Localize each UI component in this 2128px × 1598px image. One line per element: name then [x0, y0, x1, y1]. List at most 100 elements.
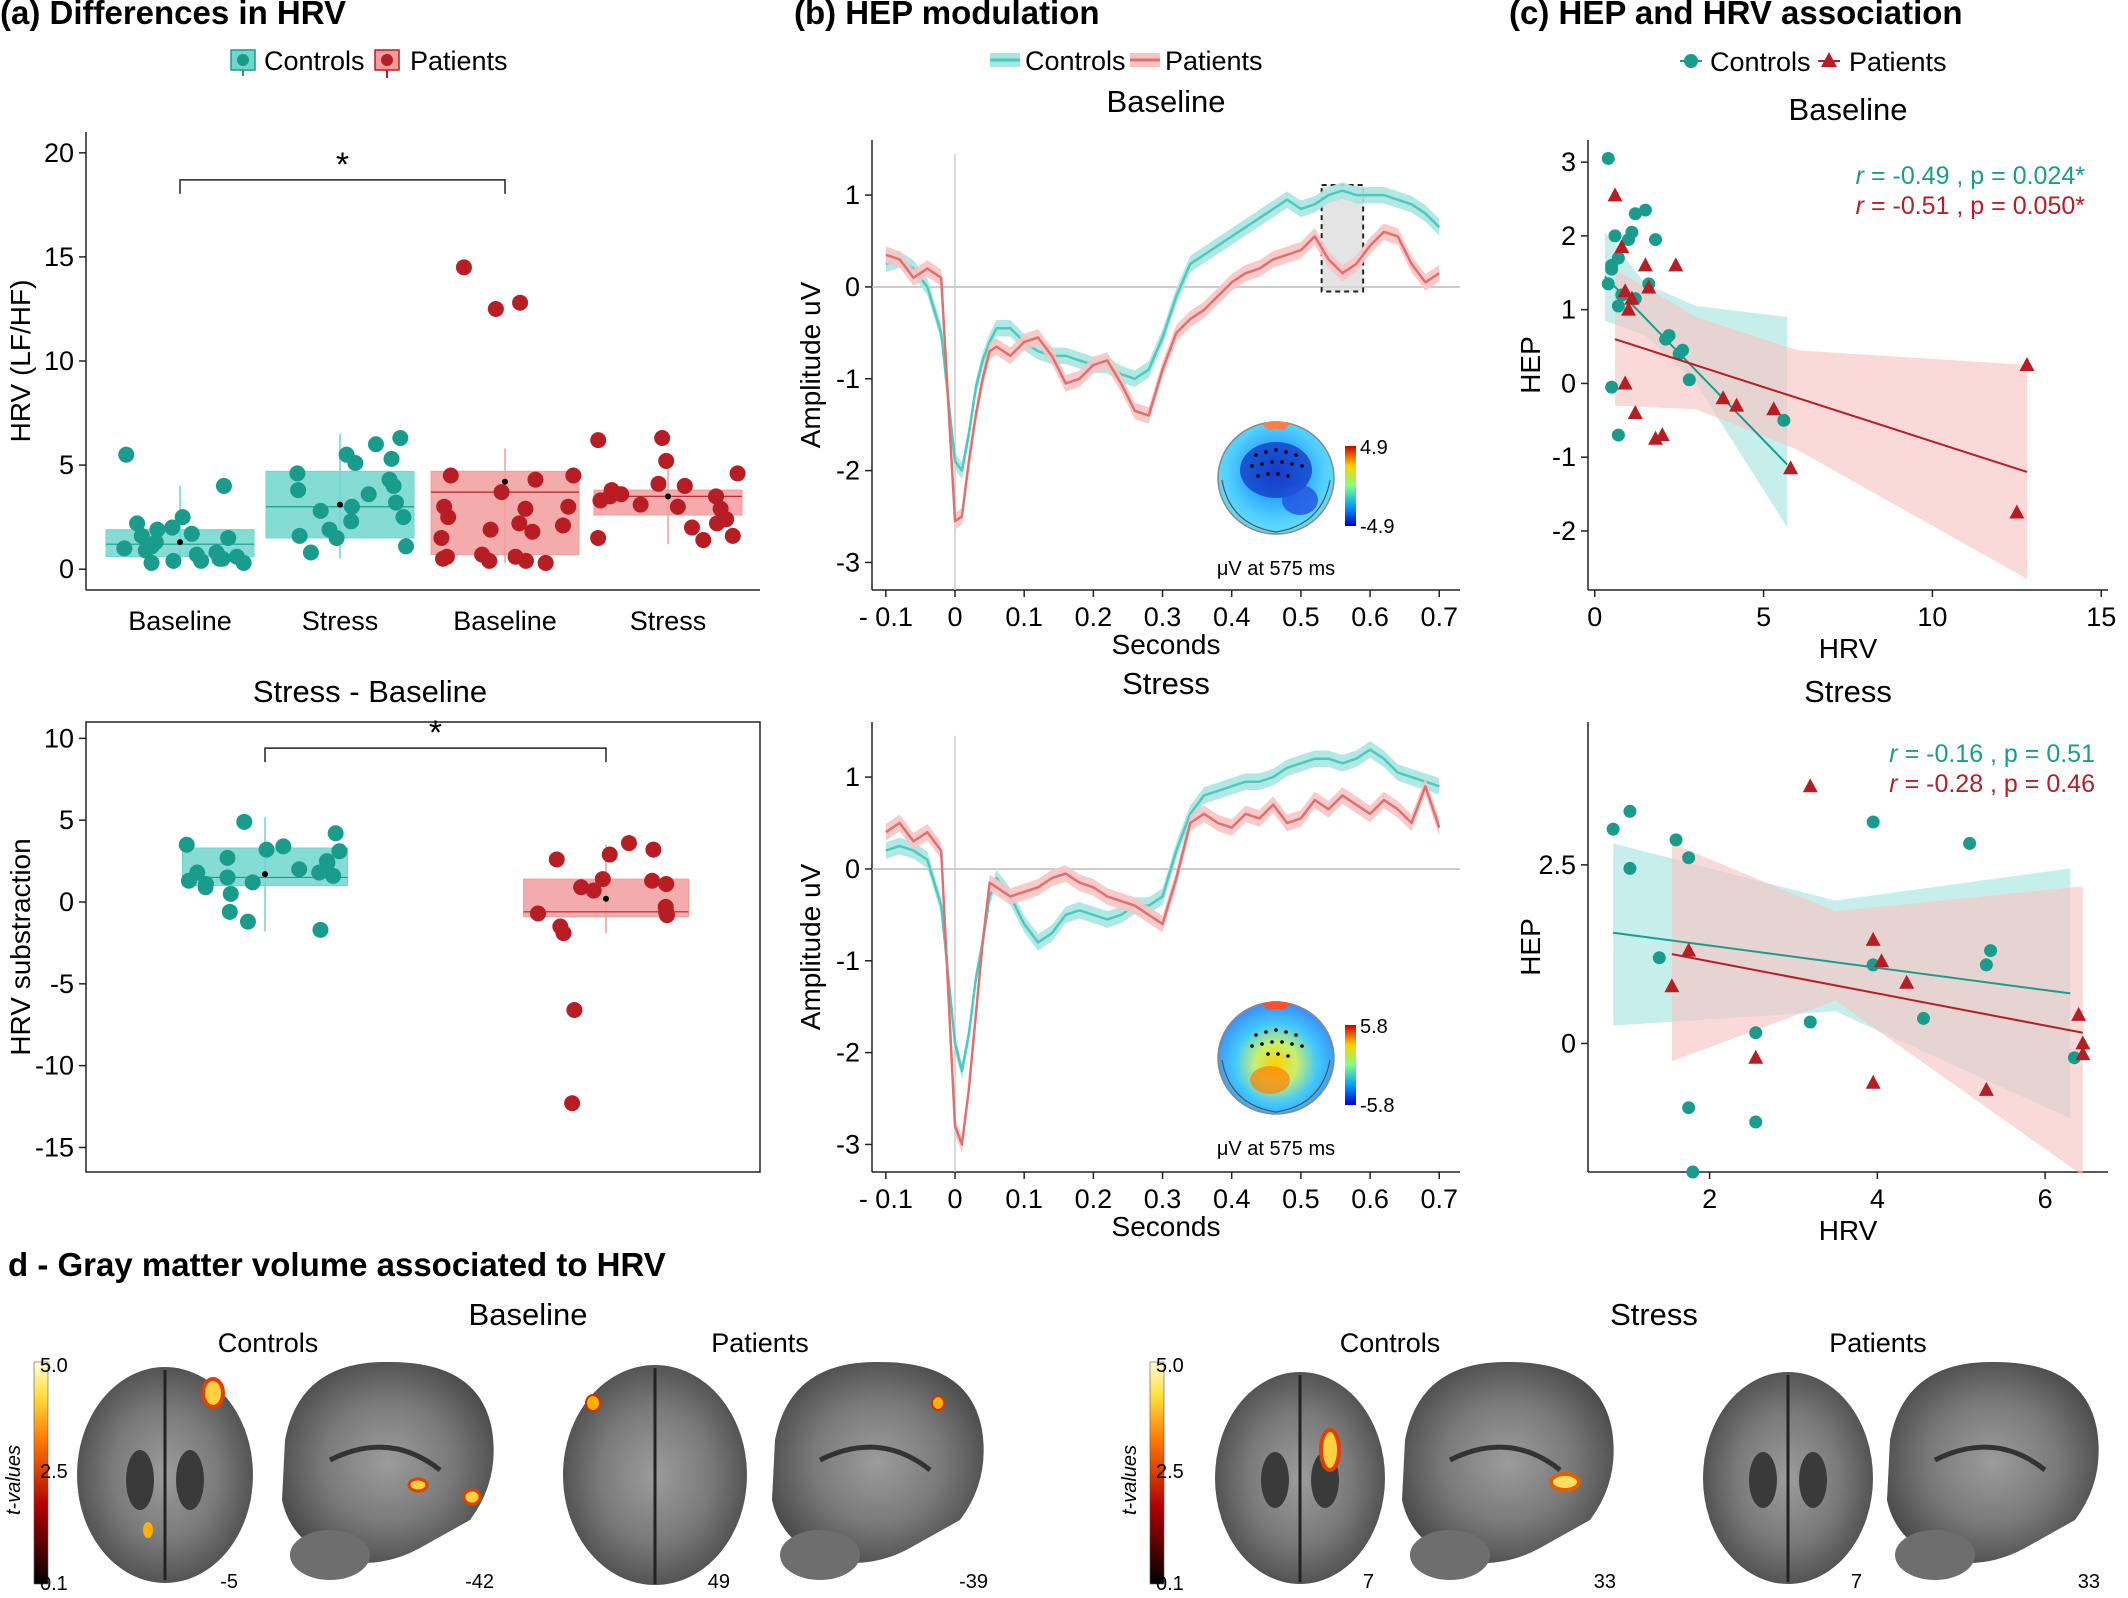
data-point-controls: [1652, 951, 1666, 965]
data-point: [590, 432, 607, 449]
x-tick-label: 0.2: [1075, 1184, 1113, 1214]
data-point: [188, 546, 205, 563]
data-point: [164, 519, 181, 536]
legend-c-patients: Patients: [1849, 47, 1947, 77]
x-tick-label: 10: [1917, 602, 1947, 632]
legend-b-controls: Controls: [1025, 46, 1126, 76]
x-tick-label: 0.2: [1075, 602, 1113, 632]
data-point: [244, 874, 261, 891]
data-point: [482, 521, 499, 538]
data-point-patients: [1624, 290, 1640, 305]
panel-b-title: (b) HEP modulation: [794, 0, 1100, 31]
data-point-controls: [1777, 413, 1791, 427]
y-tick-label: 0: [1561, 1028, 1576, 1058]
data-point-controls: [1605, 380, 1619, 394]
slice-label-6: 33: [1594, 1571, 1616, 1593]
ci-band-patients: [1671, 843, 2083, 1176]
data-point-controls: [1749, 1115, 1763, 1129]
mean-marker: [337, 501, 343, 508]
y-tick-label: 1: [845, 762, 860, 792]
y-tick-label: 1: [845, 180, 860, 210]
data-point: [311, 864, 328, 881]
data-point-patients: [1664, 978, 1680, 993]
stats-stress: r = -0.16 , p = 0.51 r = -0.28 , p = 0.4…: [1889, 740, 2095, 798]
x-tick-label: 0: [1587, 602, 1602, 632]
data-point-controls: [1628, 207, 1642, 221]
slice-label-4: -39: [959, 1571, 988, 1593]
data-point: [219, 869, 236, 886]
data-point: [367, 436, 384, 453]
data-point: [291, 527, 308, 544]
data-point: [512, 294, 529, 311]
y-axis-label: Amplitude uV: [795, 863, 826, 1030]
topomap-stress-max: 5.8: [1360, 1016, 1388, 1038]
data-point: [388, 494, 405, 511]
stats-baseline: r = -0.49 , p = 0.024* r = -0.51 , p = 0…: [1856, 162, 2086, 220]
brain-slice-axial-1: -5: [77, 1367, 253, 1593]
chart-hep-stress: Stress 1 0 -1 -2 -3 - 0.1 0 0.1 0.2 0.3 0.4 0.5 0.6 0.…: [795, 666, 1460, 1242]
legend-a-patients-key: [374, 49, 400, 78]
legend-b: Controls Patients: [990, 46, 1263, 76]
d-condition-baseline: Baseline: [469, 1297, 588, 1332]
d-colorbar-baseline: 5.0 2.5 0.1 t-values: [3, 1355, 68, 1595]
data-point-controls: [1649, 233, 1663, 247]
legend-b-patients: Patients: [1165, 46, 1263, 76]
ci-band-patients: [1615, 269, 2027, 579]
data-point-controls: [1686, 1165, 1700, 1179]
data-point-controls: [1682, 373, 1696, 387]
data-point-patients: [1621, 301, 1637, 316]
data-point: [645, 841, 662, 858]
data-point-patients: [2009, 504, 2025, 519]
x-tick-label: 0: [947, 1184, 962, 1214]
data-point: [116, 540, 133, 557]
mean-marker: [603, 895, 609, 902]
data-point: [239, 913, 256, 930]
x-tick-label: 0.4: [1213, 1184, 1251, 1214]
panel-a-title: (a) Differences in HRV: [0, 0, 346, 31]
y-axis-label: HRV (LF/HF): [5, 280, 36, 443]
stats-baseline-patients: r = -0.51 , p = 0.050*: [1856, 192, 2086, 220]
legend-c-patients-key: [1821, 52, 1837, 67]
data-point: [220, 529, 237, 546]
data-point: [695, 532, 712, 549]
data-point-patients: [1783, 460, 1799, 475]
y-axis-label: HRV substraction: [5, 838, 36, 1055]
data-point: [613, 486, 630, 503]
data-point: [331, 843, 348, 860]
slice-label-8: 33: [2078, 1571, 2100, 1593]
series-line-patients: [885, 785, 1441, 1146]
plot-frame: [85, 721, 761, 1173]
data-point: [676, 477, 693, 494]
data-point-controls: [1611, 299, 1625, 313]
chart-title: Baseline: [1789, 92, 1908, 127]
data-point-patients: [2075, 1046, 2091, 1061]
y-tick-label: 2.5: [1538, 850, 1576, 880]
fit-line-controls: [1613, 931, 2071, 995]
slice-label-3: 49: [708, 1571, 730, 1593]
x-tick-label: 4: [1870, 1184, 1885, 1214]
y-tick-label: 0: [59, 554, 74, 584]
data-point: [590, 529, 607, 546]
data-point-controls: [1623, 861, 1637, 875]
x-tick-label: Baseline: [453, 606, 557, 636]
data-point-patients: [1617, 283, 1633, 298]
data-point: [481, 552, 498, 569]
x-tick-label: 0.5: [1282, 1184, 1320, 1214]
data-point-patients: [1641, 279, 1657, 294]
data-point-controls: [1916, 1011, 1930, 1025]
data-point-patients: [1899, 974, 1915, 989]
y-tick-label: -3: [836, 1129, 860, 1159]
legend-a: Controls Patients: [230, 46, 508, 78]
data-point: [493, 484, 510, 501]
data-point-patients: [1729, 397, 1745, 412]
y-tick-label: -5: [50, 969, 74, 999]
data-point: [137, 542, 154, 559]
d-colorbar-stress-label: t-values: [1119, 1445, 1141, 1515]
data-point-patients: [1865, 931, 1881, 946]
topomap-stress-min: -5.8: [1360, 1095, 1394, 1117]
chart-hep-hrv-stress: Stress 2.5 0 2 4 6 HRV HEP: [1515, 674, 2108, 1246]
data-point-controls: [1606, 822, 1620, 836]
series-line-patients: [885, 230, 1440, 523]
y-tick-label: 5: [59, 805, 74, 835]
d-colorbar-baseline-min: 0.1: [40, 1573, 68, 1595]
